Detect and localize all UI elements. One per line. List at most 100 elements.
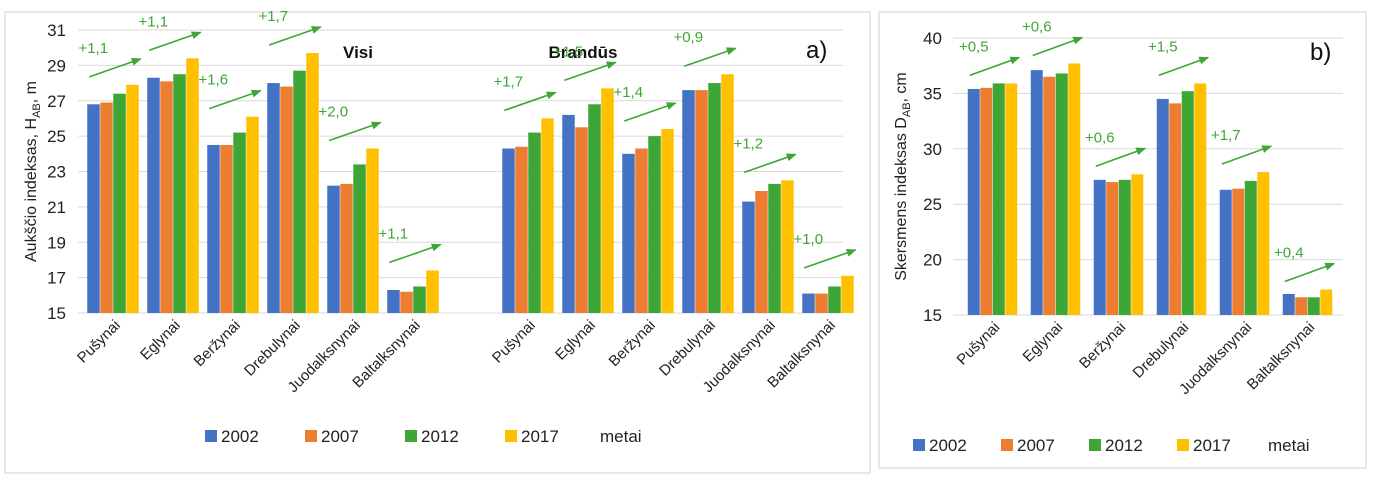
change-annotation: +0,5 [959, 38, 989, 55]
y-axis-label-subscript: AB [901, 102, 913, 117]
bar-2002 [207, 144, 220, 313]
panel-label: b) [1310, 39, 1331, 66]
change-annotation: +1,4 [613, 84, 643, 101]
bar-2017 [1320, 289, 1333, 315]
bar-2017 [1257, 172, 1270, 315]
legend-entry: 2002 [221, 427, 259, 446]
bar-2012 [1055, 73, 1068, 316]
change-annotation: +0,9 [673, 29, 703, 46]
legend-suffix: metai [600, 427, 642, 446]
group-title: Visi [343, 43, 373, 62]
bar-2012 [353, 164, 366, 313]
change-annotation: +1,0 [793, 231, 823, 248]
bar-2007 [1043, 76, 1056, 315]
bar-2002 [682, 90, 695, 313]
legend-swatch-2017 [1177, 439, 1189, 451]
bar-2017 [246, 116, 259, 313]
bar-2002 [267, 83, 280, 313]
bar-2017 [781, 180, 794, 313]
legend-swatch-2002 [913, 439, 925, 451]
trend-arrow [1158, 56, 1210, 77]
trend-arrow [388, 243, 442, 264]
y-tick-label: 20 [923, 251, 942, 270]
bar-2007 [160, 81, 173, 313]
bar-2007 [100, 102, 113, 313]
bar-2012 [173, 74, 186, 313]
y-tick-label: 27 [47, 92, 66, 111]
legend-swatch-2012 [1089, 439, 1101, 451]
bar-2017 [1131, 174, 1144, 315]
bar-2012 [528, 132, 541, 313]
y-tick-label: 40 [923, 29, 942, 48]
bar-2017 [721, 74, 734, 313]
bar-2017 [661, 129, 674, 313]
bar-2012 [648, 136, 661, 313]
y-axis-label-unit: , m [23, 81, 40, 103]
change-annotation: +1,5 [1148, 38, 1178, 55]
trend-arrow [503, 91, 557, 112]
change-annotation: +1,7 [1211, 127, 1241, 144]
bar-2007 [1295, 297, 1308, 315]
trend-arrow [1221, 145, 1273, 165]
change-annotation: +0,6 [1085, 129, 1115, 146]
bar-2012 [992, 83, 1005, 315]
y-tick-label: 21 [47, 198, 66, 217]
y-tick-label: 25 [47, 127, 66, 146]
bar-2002 [502, 148, 515, 313]
legend-entry: 2017 [521, 427, 559, 446]
y-axis-label-main: Skersmens indeksas D [893, 117, 910, 281]
legend-entry: 2012 [421, 427, 459, 446]
y-tick-label: 29 [47, 56, 66, 75]
legend-swatch-2017 [505, 430, 517, 442]
bar-2007 [340, 183, 353, 313]
legend-swatch-2007 [305, 430, 317, 442]
legend-swatch-2002 [205, 430, 217, 442]
bar-2007 [695, 90, 708, 313]
y-axis-label-main: Aukščio indeksas, H [23, 118, 40, 262]
bar-2012 [233, 132, 246, 313]
bar-2012 [588, 104, 601, 313]
bar-2012 [113, 93, 126, 313]
bar-2002 [802, 293, 815, 313]
bar-2007 [220, 144, 233, 313]
bar-2012 [828, 286, 841, 313]
y-tick-label: 17 [47, 269, 66, 288]
bar-2007 [815, 293, 828, 313]
bar-2002 [562, 114, 575, 314]
bar-2012 [768, 183, 781, 313]
bar-2012 [1118, 179, 1131, 315]
change-annotation: +1,7 [258, 8, 288, 25]
bar-2017 [186, 58, 199, 313]
bar-2007 [980, 87, 993, 315]
change-annotation: +2,0 [318, 104, 348, 121]
y-tick-label: 23 [47, 163, 66, 182]
trend-arrow [328, 121, 382, 142]
bar-2017 [306, 52, 319, 314]
bar-2002 [1219, 189, 1232, 315]
change-annotation: +1,2 [733, 135, 763, 152]
change-annotation: +0,6 [1022, 18, 1052, 35]
panel-label: a) [806, 37, 827, 64]
y-tick-label: 19 [47, 233, 66, 252]
bar-2007 [1169, 103, 1182, 315]
bar-2012 [413, 286, 426, 313]
y-tick-label: 31 [47, 21, 66, 40]
bar-2017 [426, 270, 439, 313]
bar-2002 [967, 88, 980, 315]
y-tick-label: 25 [923, 195, 942, 214]
trend-arrow [268, 26, 322, 46]
bar-2002 [1156, 98, 1169, 315]
bar-2012 [1307, 297, 1320, 315]
bar-2007 [755, 190, 768, 313]
bar-2017 [1194, 83, 1207, 315]
bar-2002 [87, 104, 100, 313]
change-annotation: +1,5 [553, 43, 583, 60]
y-tick-label: 35 [923, 84, 942, 103]
legend-suffix: metai [1268, 436, 1310, 455]
bar-2002 [327, 185, 340, 313]
bar-2002 [742, 201, 755, 313]
bar-2007 [515, 146, 528, 313]
y-tick-label: 30 [923, 140, 942, 159]
change-annotation: +1,6 [198, 72, 228, 89]
bar-2002 [622, 153, 635, 313]
